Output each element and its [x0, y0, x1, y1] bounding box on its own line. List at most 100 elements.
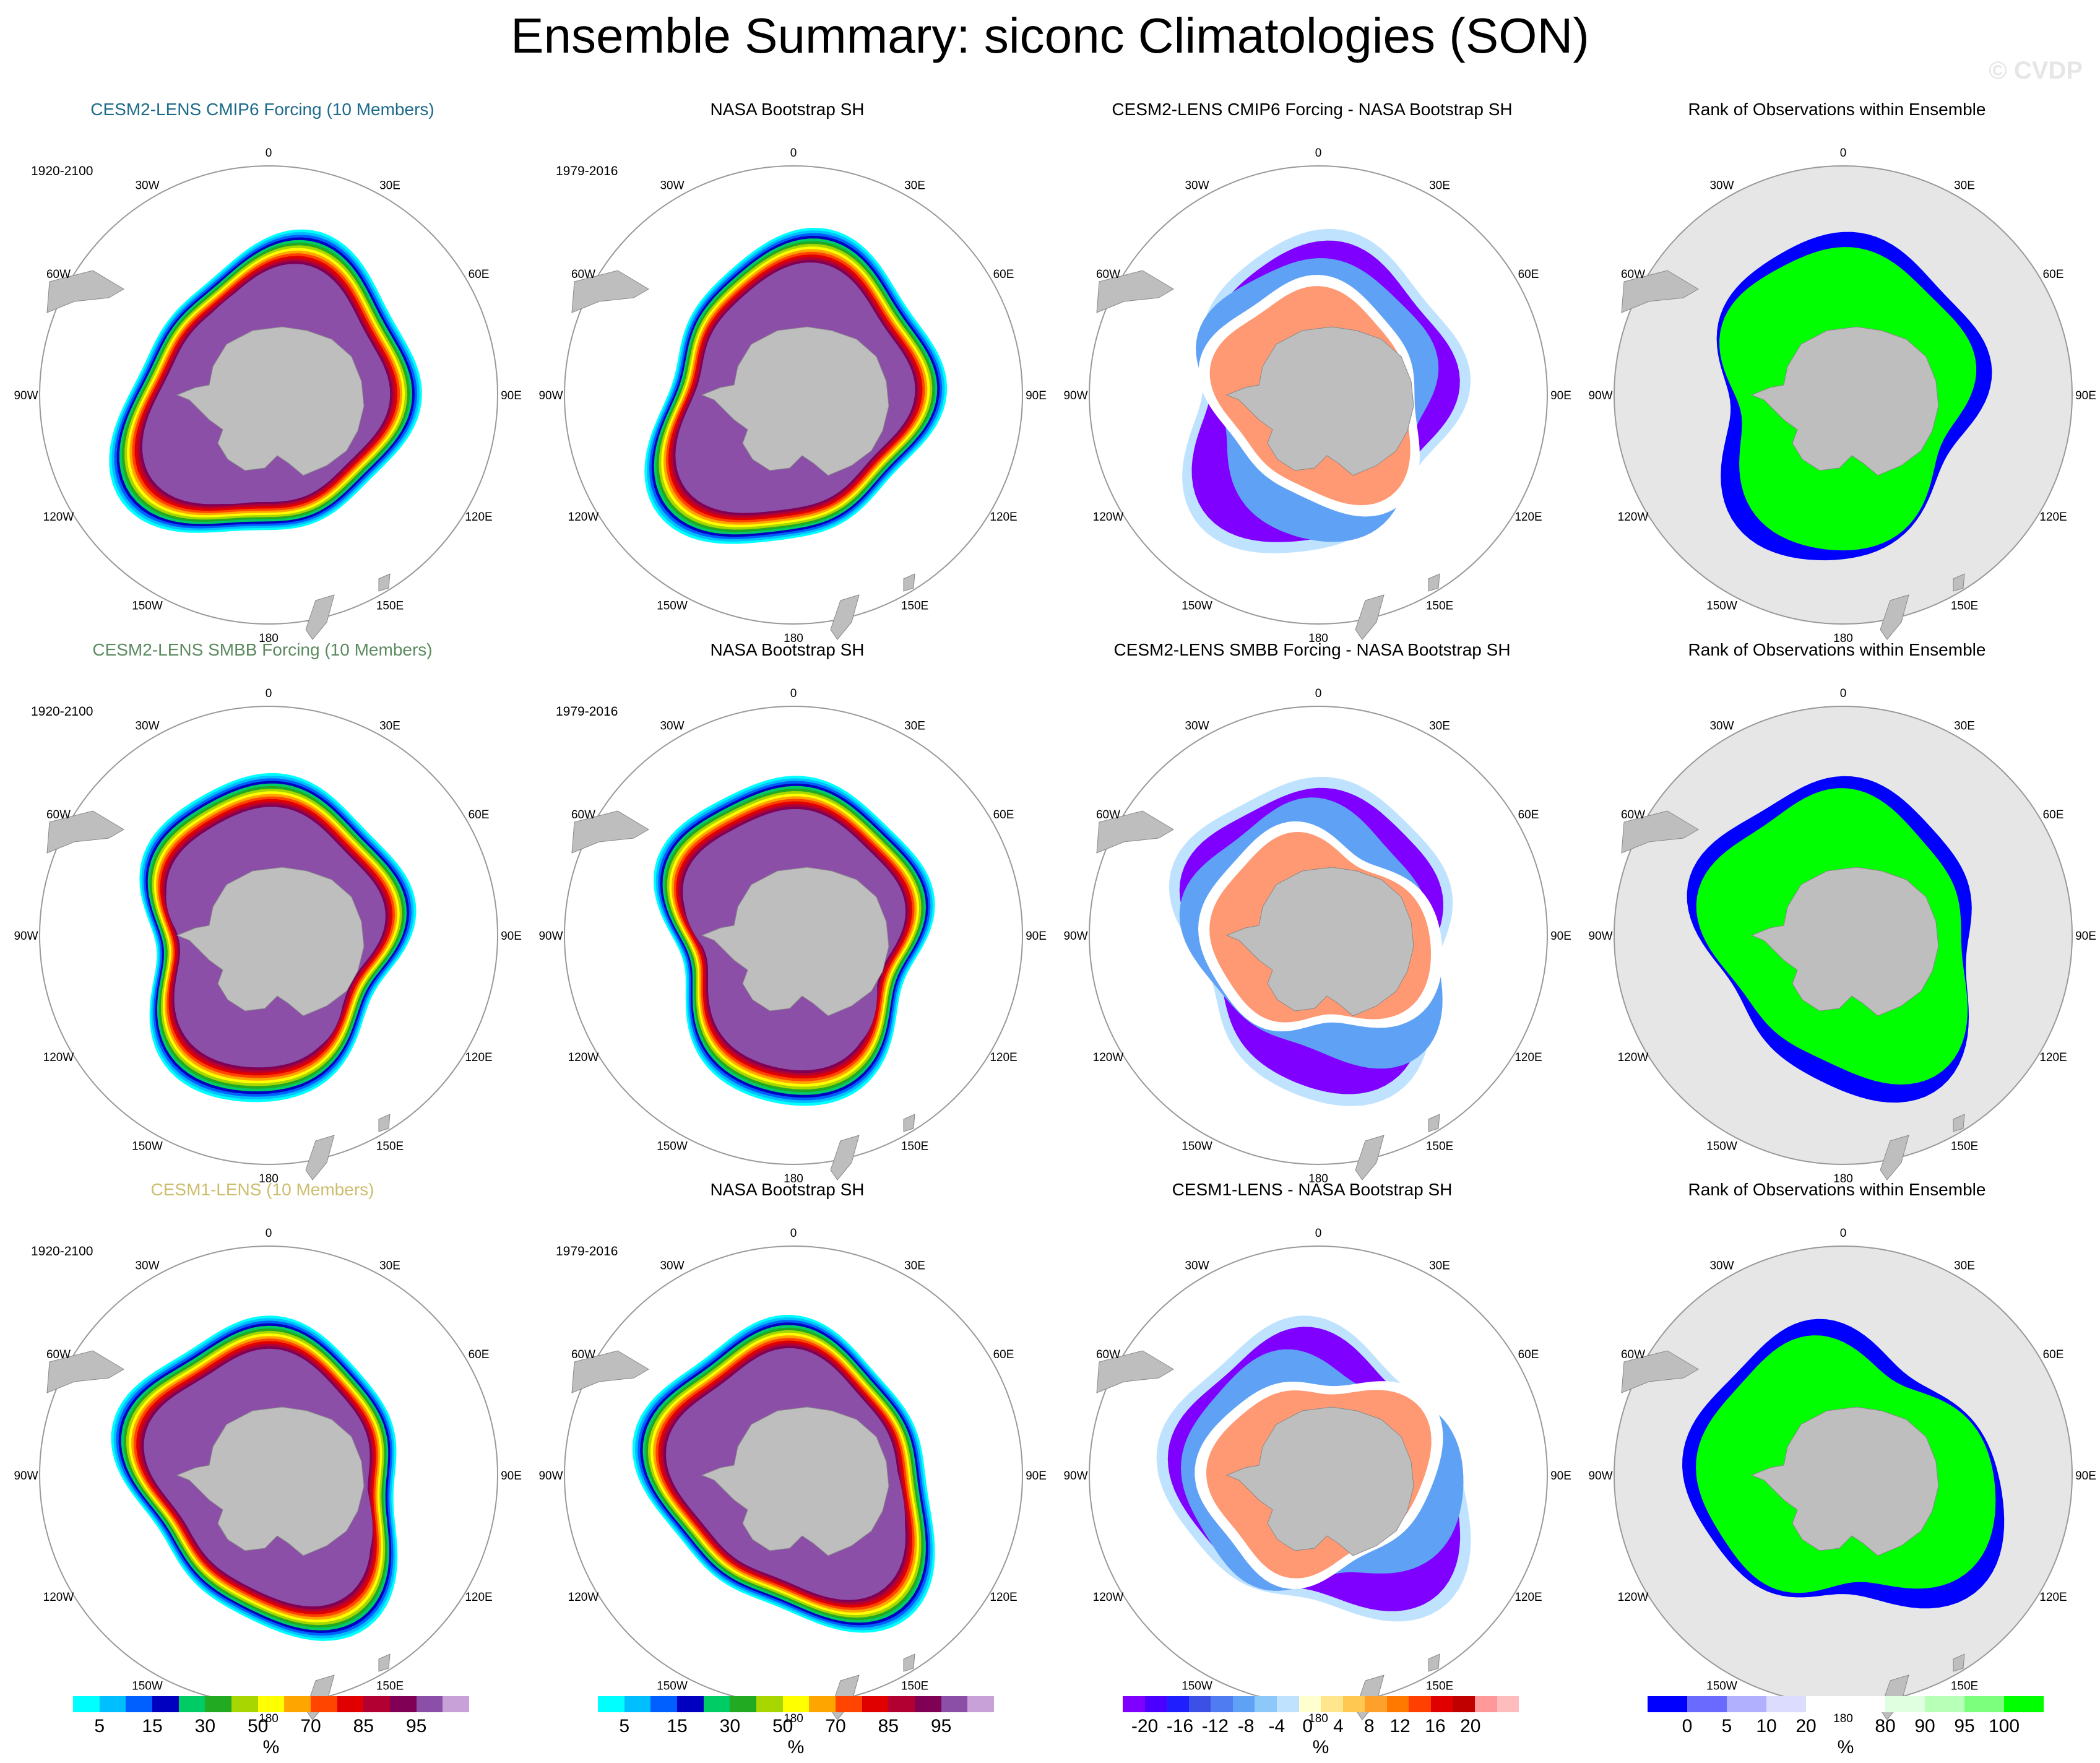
longitude-label: 60W [1096, 808, 1120, 821]
longitude-label: 150E [901, 1140, 928, 1153]
south-america-landmass [1096, 810, 1174, 854]
longitude-label: 180 [259, 632, 279, 645]
panel-title: NASA Bootstrap SH [710, 640, 865, 659]
longitude-label: 60E [2043, 1348, 2064, 1361]
longitude-label: 150E [1426, 600, 1453, 613]
antarctica-landmass [176, 867, 365, 1016]
colorbar-tick-label: 5 [619, 1716, 629, 1736]
map-panel-model: CESM2-LENS CMIP6 Forcing (10 Members) 0 30… [0, 96, 525, 645]
longitude-label: 120E [990, 511, 1017, 524]
antarctica-landmass [176, 326, 365, 476]
longitude-label: 60W [46, 808, 71, 821]
colorbar-cell [1925, 1696, 1964, 1712]
colorbar-cell [915, 1696, 941, 1712]
longitude-label: 120W [1618, 511, 1649, 524]
longitude-label: 90W [14, 930, 38, 943]
antarctica-landmass [1750, 326, 1939, 476]
colorbar-cell [1497, 1696, 1519, 1712]
longitude-label: 120E [2039, 1591, 2067, 1604]
longitude-label: 180 [1308, 632, 1328, 645]
longitude-label: 90W [538, 930, 563, 943]
period-label: 1979-2016 [556, 164, 618, 178]
longitude-label: 120W [1093, 1051, 1124, 1064]
colorbar-cell [1123, 1696, 1145, 1712]
longitude-label: 30E [379, 720, 400, 733]
longitude-label: 150W [657, 1680, 688, 1693]
longitude-label: 180 [784, 1712, 803, 1725]
longitude-label: 60W [1621, 268, 1645, 281]
colorbar-cell [1885, 1696, 1925, 1712]
colorbar-unit-label: % [787, 1737, 805, 1757]
south-america-landmass [571, 1350, 649, 1393]
tasmania-landmass [1428, 1114, 1440, 1132]
longitude-label: 30W [660, 180, 684, 193]
longitude-label: 150W [1706, 1680, 1737, 1693]
colorbar-cell [231, 1696, 258, 1712]
tasmania-landmass [378, 1653, 391, 1672]
colorbar-cell [756, 1696, 783, 1712]
colorbar-tick-label: 50 [247, 1716, 269, 1736]
longitude-label: 60W [571, 808, 595, 821]
longitude-label: 60W [571, 1348, 595, 1361]
longitude-label: 0 [266, 687, 272, 700]
map-panel-rank: Rank of Observations within Ensemble 0 30E… [1575, 636, 2099, 1185]
longitude-label: 30W [1185, 720, 1209, 733]
longitude-label: 180 [259, 1712, 279, 1725]
antarctica-landmass [1750, 867, 1939, 1016]
colorbar-unit-label: % [1312, 1737, 1329, 1757]
longitude-label: 120W [43, 1591, 74, 1604]
longitude-label: 30E [1429, 180, 1450, 193]
longitude-label: 120W [568, 511, 599, 524]
longitude-label: 90E [1026, 389, 1047, 402]
longitude-label: 60E [469, 1348, 490, 1361]
colorbar-cell [862, 1696, 889, 1712]
longitude-label: 150E [376, 600, 404, 613]
colorbar: -20 -16 -12 -8 -4 0 4 8 12 16 20% [1123, 1696, 1519, 1758]
colorbar-cells [1648, 1696, 2044, 1712]
longitude-label: 90W [538, 389, 563, 402]
longitude-label: 90E [501, 930, 522, 943]
colorbar-cell [126, 1696, 153, 1712]
tasmania-landmass [903, 573, 915, 592]
colorbar-cell [443, 1696, 470, 1712]
longitude-label: 90W [1588, 389, 1612, 402]
longitude-label: 90W [1588, 930, 1612, 943]
south-america-landmass [1621, 810, 1699, 854]
colorbar-tick-label: 80 [1875, 1716, 1896, 1736]
tasmania-landmass [1428, 573, 1440, 592]
longitude-label: 90W [538, 1470, 563, 1483]
longitude-label: 120W [43, 511, 74, 524]
colorbar-tick-label: 10 [1756, 1716, 1777, 1736]
new-zealand-landmass [1355, 1135, 1385, 1180]
longitude-label: 120W [568, 1591, 599, 1604]
longitude-label: 120E [1515, 1591, 1542, 1604]
longitude-label: 120E [990, 1051, 1017, 1064]
colorbar-tick-label: 0 [1302, 1716, 1313, 1736]
map-panel-obs: NASA Bootstrap SH 0 30E 60E 90E 120E 150E 180 15… [525, 636, 1050, 1185]
south-america-landmass [46, 810, 124, 854]
longitude-label: 60W [46, 1348, 71, 1361]
period-label: 1979-2016 [556, 1244, 618, 1258]
watermark: © CVDP [1989, 57, 2083, 84]
colorbar-cell [650, 1696, 678, 1712]
map-panel-obs: NASA Bootstrap SH 0 30E 60E 90E 120E 150E 180 15… [525, 96, 1050, 645]
longitude-label: 150E [1951, 1680, 1978, 1693]
longitude-label: 150E [901, 1680, 928, 1693]
colorbar-tick-label: 5 [94, 1716, 105, 1736]
longitude-label: 180 [1308, 1172, 1328, 1185]
colorbar-cell [703, 1696, 730, 1712]
tasmania-landmass [1953, 573, 1965, 592]
map-panel-diff: CESM2-LENS CMIP6 Forcing - NASA Bootstra… [1050, 96, 1575, 645]
longitude-label: 90E [1550, 389, 1571, 402]
colorbar-tick-label: -4 [1268, 1716, 1285, 1736]
panel-title: Rank of Observations within Ensemble [1688, 640, 1986, 659]
longitude-label: 90E [501, 1470, 522, 1483]
longitude-label: 0 [790, 1227, 797, 1240]
longitude-label: 120E [465, 511, 492, 524]
longitude-label: 60E [469, 808, 490, 821]
longitude-label: 30W [1185, 1260, 1209, 1273]
longitude-label: 60E [993, 268, 1014, 281]
colorbar: 5 15 30 50 70 85 95% [598, 1696, 995, 1758]
longitude-label: 90E [2075, 930, 2096, 943]
colorbar-cell [152, 1696, 179, 1712]
